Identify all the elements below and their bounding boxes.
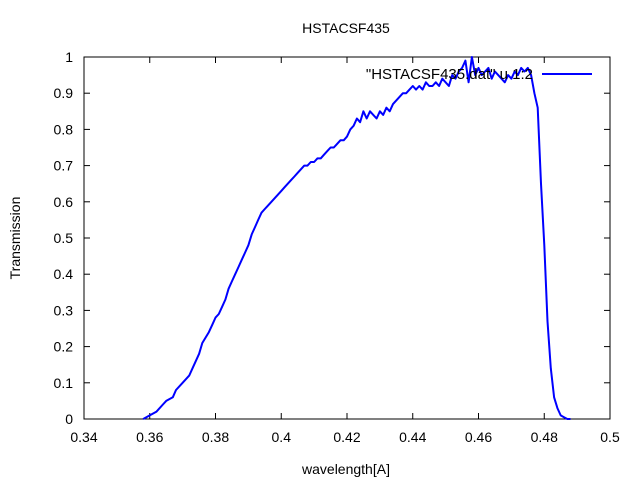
x-tick-label: 0.4 bbox=[272, 429, 292, 445]
y-tick-label: 0 bbox=[65, 411, 73, 427]
y-tick-label: 0.7 bbox=[54, 158, 74, 174]
y-tick-label: 0.5 bbox=[54, 230, 74, 246]
x-tick-label: 0.44 bbox=[399, 429, 426, 445]
series-line bbox=[142, 56, 571, 420]
y-tick-label: 0.9 bbox=[54, 85, 74, 101]
x-axis-ticks: 0.34 0.36 0.38 0.4 0.42 0.44 0.46 0.48 0.5 bbox=[70, 57, 620, 445]
y-axis-label: Transmission bbox=[7, 197, 23, 280]
legend: "HSTACSF435.dat" u 1:2 bbox=[366, 66, 592, 83]
y-tick-label: 0.6 bbox=[54, 194, 74, 210]
x-tick-label: 0.48 bbox=[531, 429, 558, 445]
series-layer bbox=[142, 56, 571, 420]
x-tick-label: 0.46 bbox=[465, 429, 492, 445]
y-axis-ticks: 0 0.1 0.2 0.3 0.4 0.5 0.6 0.7 0.8 0.9 1 bbox=[54, 49, 610, 427]
y-tick-label: 0.1 bbox=[54, 375, 74, 391]
plot-frame bbox=[83, 56, 611, 420]
y-tick-label: 0.2 bbox=[54, 339, 74, 355]
x-tick-label: 0.34 bbox=[70, 429, 97, 445]
x-tick-label: 0.42 bbox=[333, 429, 360, 445]
x-tick-label: 0.5 bbox=[600, 429, 620, 445]
y-tick-label: 0.8 bbox=[54, 121, 74, 137]
y-tick-label: 1 bbox=[65, 49, 73, 65]
x-axis-label: wavelength[A] bbox=[301, 461, 390, 477]
chart-title: HSTACSF435 bbox=[302, 20, 390, 36]
x-tick-label: 0.38 bbox=[202, 429, 229, 445]
y-tick-label: 0.4 bbox=[54, 266, 74, 282]
y-tick-label: 0.3 bbox=[54, 302, 74, 318]
x-tick-label: 0.36 bbox=[136, 429, 163, 445]
legend-label: "HSTACSF435.dat" u 1:2 bbox=[366, 66, 533, 83]
